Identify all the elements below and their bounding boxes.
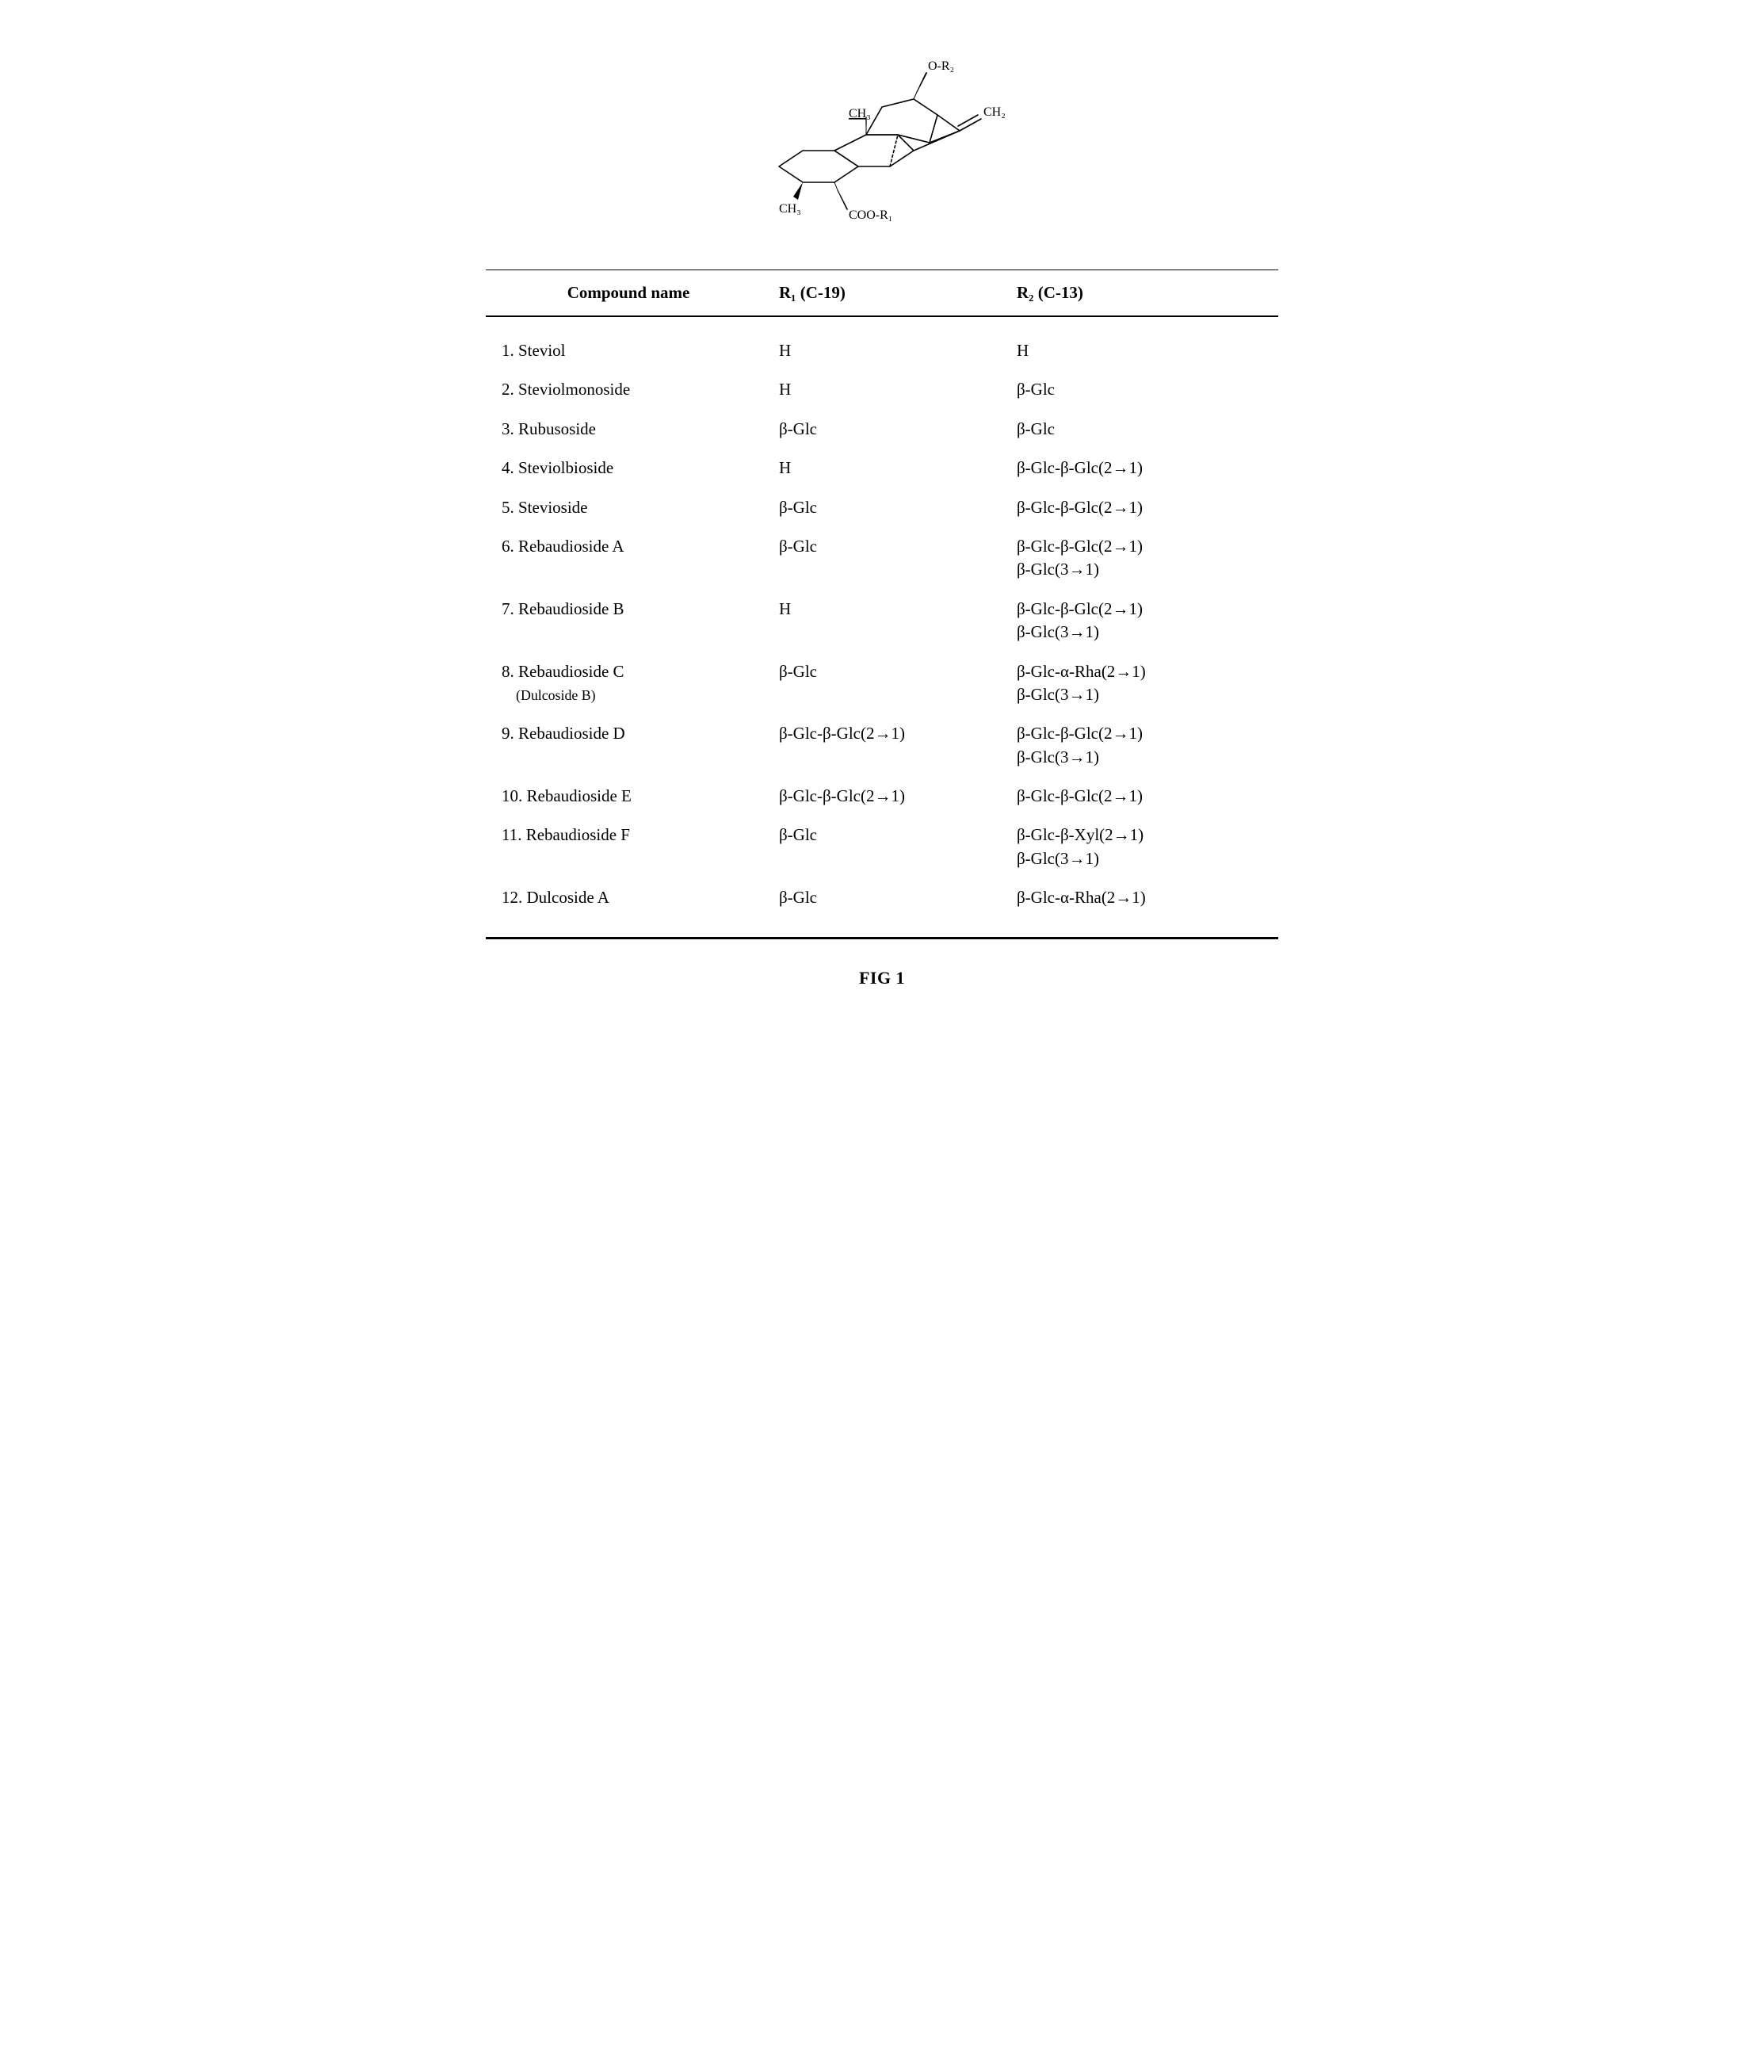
r2-line-a: β-Glc-α-Rha(2→1) (1017, 662, 1146, 681)
compound-table: Compound name R₁ (C-19) R₂ (C-13) 1. Ste… (486, 270, 1278, 939)
table-row: 10. Rebaudioside E β-Glc-β-Glc(2→1) β-Glc-… (486, 777, 1278, 816)
r2-line-a: β-Glc-β-Glc(2→1) (1017, 599, 1143, 618)
cell-r1: H (771, 370, 1009, 409)
cell-r2: β-Glc-β-Glc(2→1) (1009, 449, 1278, 487)
compound-name-text: 2. Steviolmonoside (502, 380, 630, 399)
cell-r1: β-Glc (771, 816, 1009, 878)
compound-name-text: 10. Rebaudioside E (502, 786, 632, 805)
table-row: 11. Rebaudioside Fβ-Glcβ-Glc-β-Xyl(2→1)β… (486, 816, 1278, 878)
cell-compound-name: 2. Steviolmonoside (486, 370, 771, 409)
cell-r2: H (1009, 316, 1278, 370)
r2-line-a: β-Glc-β-Glc(2→1) (1017, 458, 1143, 477)
table-row: 2. Steviolmonoside Hβ-Glc (486, 370, 1278, 409)
cell-r2: β-Glc-β-Glc(2→1) β-Glc(3→1) (1009, 527, 1278, 590)
cell-r1: β-Glc (771, 652, 1009, 715)
cell-r2: β-Glc-α-Rha(2→1) β-Glc(3→1) (1009, 652, 1278, 715)
cell-r1: β-Glc-β-Glc(2→1) (771, 777, 1009, 816)
label-ch3-top: CH₃ (849, 107, 871, 120)
col-header-r1: R₁ (C-19) (771, 270, 1009, 317)
page-root: O-R₂ CH₃ CH₂ CH₃ COO-R₁ Compound name R₁… (486, 32, 1278, 988)
r2-line-a: β-Glc-α-Rha(2→1) (1017, 888, 1146, 907)
r2-line-b: β-Glc(3→1) (1017, 685, 1099, 704)
cell-r1: β-Glc-β-Glc(2→1) (771, 714, 1009, 777)
cell-r1: H (771, 449, 1009, 487)
cell-r1: H (771, 590, 1009, 652)
compound-name-text: 12. Dulcoside A (502, 888, 609, 907)
cell-r1: H (771, 316, 1009, 370)
cell-r1: β-Glc (771, 527, 1009, 590)
table-row: 3. Rubusoside β-Glc β-Glc (486, 410, 1278, 449)
compound-name-text: 4. Steviolbioside (502, 458, 613, 477)
compound-name-text: 1. Steviol (502, 341, 566, 360)
cell-compound-name: 4. Steviolbioside (486, 449, 771, 487)
label-coo-r1: COO-R₁ (849, 208, 892, 222)
table-row: 8. Rebaudioside C(Dulcoside B)β-Glcβ-Glc… (486, 652, 1278, 715)
compound-name-subnote: (Dulcoside B) (502, 687, 596, 703)
r2-line-a: β-Glc (1017, 380, 1055, 399)
col-header-name: Compound name (486, 270, 771, 317)
compound-name-text: 9. Rebaudioside D (502, 724, 625, 743)
compound-name-text: 3. Rubusoside (502, 419, 596, 438)
cell-compound-name: 10. Rebaudioside E (486, 777, 771, 816)
cell-compound-name: 1. Steviol (486, 316, 771, 370)
r2-line-a: β-Glc-β-Glc(2→1) (1017, 537, 1143, 556)
col-header-r2: R₂ (C-13) (1009, 270, 1278, 317)
cell-r2: β-Glc (1009, 370, 1278, 409)
label-ch2: CH₂ (983, 105, 1006, 119)
cell-compound-name: 7. Rebaudioside B (486, 590, 771, 652)
cell-r1: β-Glc (771, 878, 1009, 938)
table-row: 7. Rebaudioside B Hβ-Glc-β-Glc(2→1) β-Glc(… (486, 590, 1278, 652)
figure-caption: FIG 1 (486, 968, 1278, 988)
cell-r2: β-Glc-β-Glc(2→1) β-Glc(3→1) (1009, 714, 1278, 777)
r2-line-b: β-Glc(3→1) (1017, 747, 1099, 766)
compound-name-text: 8. Rebaudioside C (502, 662, 624, 681)
table-row: 4. Steviolbioside Hβ-Glc-β-Glc(2→1) (486, 449, 1278, 487)
cell-r2: β-Glc-α-Rha(2→1) (1009, 878, 1278, 938)
steviol-skeleton-svg: O-R₂ CH₃ CH₂ CH₃ COO-R₁ (755, 32, 1009, 238)
cell-r2: β-Glc-β-Glc(2→1) β-Glc(3→1) (1009, 590, 1278, 652)
cell-r1: β-Glc (771, 410, 1009, 449)
label-ch3-bottom: CH₃ (779, 202, 801, 216)
r2-line-a: β-Glc-β-Glc(2→1) (1017, 786, 1143, 805)
chemical-structure-figure: O-R₂ CH₃ CH₂ CH₃ COO-R₁ (486, 32, 1278, 238)
cell-r1: β-Glc (771, 488, 1009, 527)
table-body: 1. SteviolHH2. SteviolmonosideHβ-Glc3. R… (486, 316, 1278, 938)
table-row: 6. Rebaudioside Aβ-Glcβ-Glc-β-Glc(2→1)β-… (486, 527, 1278, 590)
cell-compound-name: 6. Rebaudioside A (486, 527, 771, 590)
r2-line-b: β-Glc(3→1) (1017, 560, 1099, 579)
table-row: 12. Dulcoside A β-Glc β-Glc-α-Rha(2→1) (486, 878, 1278, 938)
table-row: 1. Steviol HH (486, 316, 1278, 370)
cell-compound-name: 8. Rebaudioside C (Dulcoside B) (486, 652, 771, 715)
table-header-row: Compound name R₁ (C-19) R₂ (C-13) (486, 270, 1278, 317)
cell-compound-name: 11. Rebaudioside F (486, 816, 771, 878)
cell-compound-name: 9. Rebaudioside D (486, 714, 771, 777)
compound-name-text: 11. Rebaudioside F (502, 825, 630, 844)
r2-line-a: β-Glc-β-Glc(2→1) (1017, 498, 1143, 517)
cell-r2: β-Glc-β-Glc(2→1) (1009, 488, 1278, 527)
cell-compound-name: 3. Rubusoside (486, 410, 771, 449)
r2-line-b: β-Glc(3→1) (1017, 849, 1099, 868)
table-row: 5. Stevioside β-Glc β-Glc-β-Glc(2→1) (486, 488, 1278, 527)
cell-r2: β-Glc-β-Glc(2→1) (1009, 777, 1278, 816)
cell-compound-name: 12. Dulcoside A (486, 878, 771, 938)
label-o-r2: O-R₂ (928, 59, 954, 73)
cell-r2: β-Glc-β-Xyl(2→1) β-Glc(3→1) (1009, 816, 1278, 878)
r2-line-a: H (1017, 341, 1029, 360)
r2-line-a: β-Glc (1017, 419, 1055, 438)
cell-r2: β-Glc (1009, 410, 1278, 449)
table-row: 9. Rebaudioside Dβ-Glc-β-Glc(2→1)β-Glc-β… (486, 714, 1278, 777)
r2-line-a: β-Glc-β-Xyl(2→1) (1017, 825, 1144, 844)
compound-name-text: 7. Rebaudioside B (502, 599, 624, 618)
r2-line-a: β-Glc-β-Glc(2→1) (1017, 724, 1143, 743)
compound-name-text: 5. Stevioside (502, 498, 588, 517)
r2-line-b: β-Glc(3→1) (1017, 622, 1099, 641)
compound-name-text: 6. Rebaudioside A (502, 537, 624, 556)
cell-compound-name: 5. Stevioside (486, 488, 771, 527)
